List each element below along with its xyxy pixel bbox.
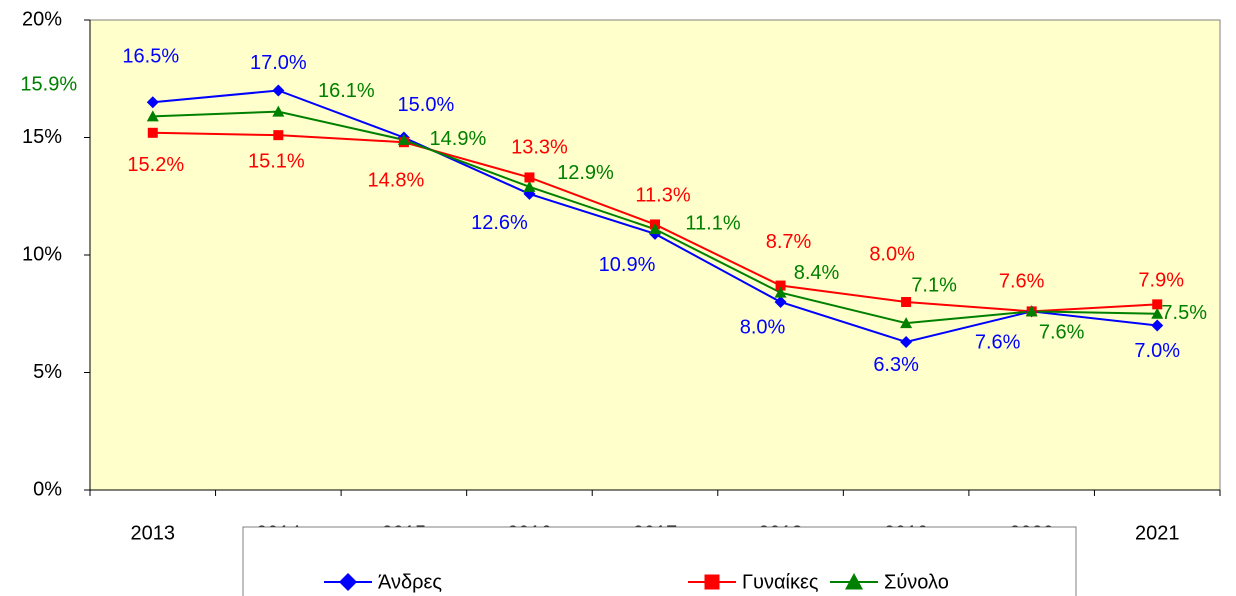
data-label: 8.4% [794,262,840,284]
point [273,130,284,141]
data-label: 7.6% [1039,322,1085,344]
point [649,223,661,235]
point [1151,319,1164,332]
point [775,280,786,291]
point [272,105,285,117]
data-label: 7.9% [1138,270,1184,292]
plot-area [89,19,1221,491]
data-label: 7.5% [1161,302,1207,324]
legend-label: Σύνολο [884,571,949,593]
y-tick-label: 15% [22,126,62,148]
data-label: 11.1% [685,212,740,234]
x-tick-label: 2013 [131,522,176,544]
data-label: 8.0% [740,316,786,338]
data-label: 15.2% [127,154,184,176]
data-label: 11.3% [635,185,690,207]
point [900,317,913,329]
point [1152,299,1163,310]
data-label: 14.8% [368,169,425,191]
point [523,180,536,192]
point [1025,305,1038,317]
point [147,127,158,138]
point [774,286,787,298]
data-label: 16.5% [122,46,179,68]
data-label: 13.3% [511,137,568,159]
data-label: 6.3% [873,354,919,376]
legend-marker [704,574,720,590]
legend-label: Άνδρες [378,571,442,593]
point [272,84,285,97]
data-label: 10.9% [599,254,656,276]
data-label: 17.0% [250,52,307,74]
point [774,296,787,308]
data-label: 8.7% [766,231,812,253]
y-tick-label: 10% [22,243,62,265]
legend-marker [339,573,357,591]
y-tick-label: 0% [33,478,62,500]
data-label: 15.0% [398,94,455,116]
y-tick-label: 20% [22,8,62,30]
point [1151,307,1164,319]
point [146,96,159,109]
point [146,110,159,122]
data-label: 7.1% [911,274,957,296]
data-label: 15.9% [20,74,77,96]
legend-box [242,526,1077,596]
y-tick-label: 5% [33,361,62,383]
point [397,133,410,145]
data-label: 16.1% [318,80,375,102]
legend-label: Γυναίκες [742,571,819,593]
data-label: 14.9% [430,128,487,150]
data-label: 12.6% [471,212,528,234]
data-label: 12.9% [557,162,614,184]
x-tick-label: 2021 [1135,522,1180,544]
data-label: 7.0% [1134,340,1180,362]
data-label: 7.6% [975,332,1021,354]
point [901,297,912,307]
data-label: 15.1% [248,150,305,172]
legend-marker [845,573,863,590]
point [900,335,913,348]
data-label: 8.0% [869,243,915,265]
point [524,172,535,183]
data-label: 7.6% [999,271,1045,293]
